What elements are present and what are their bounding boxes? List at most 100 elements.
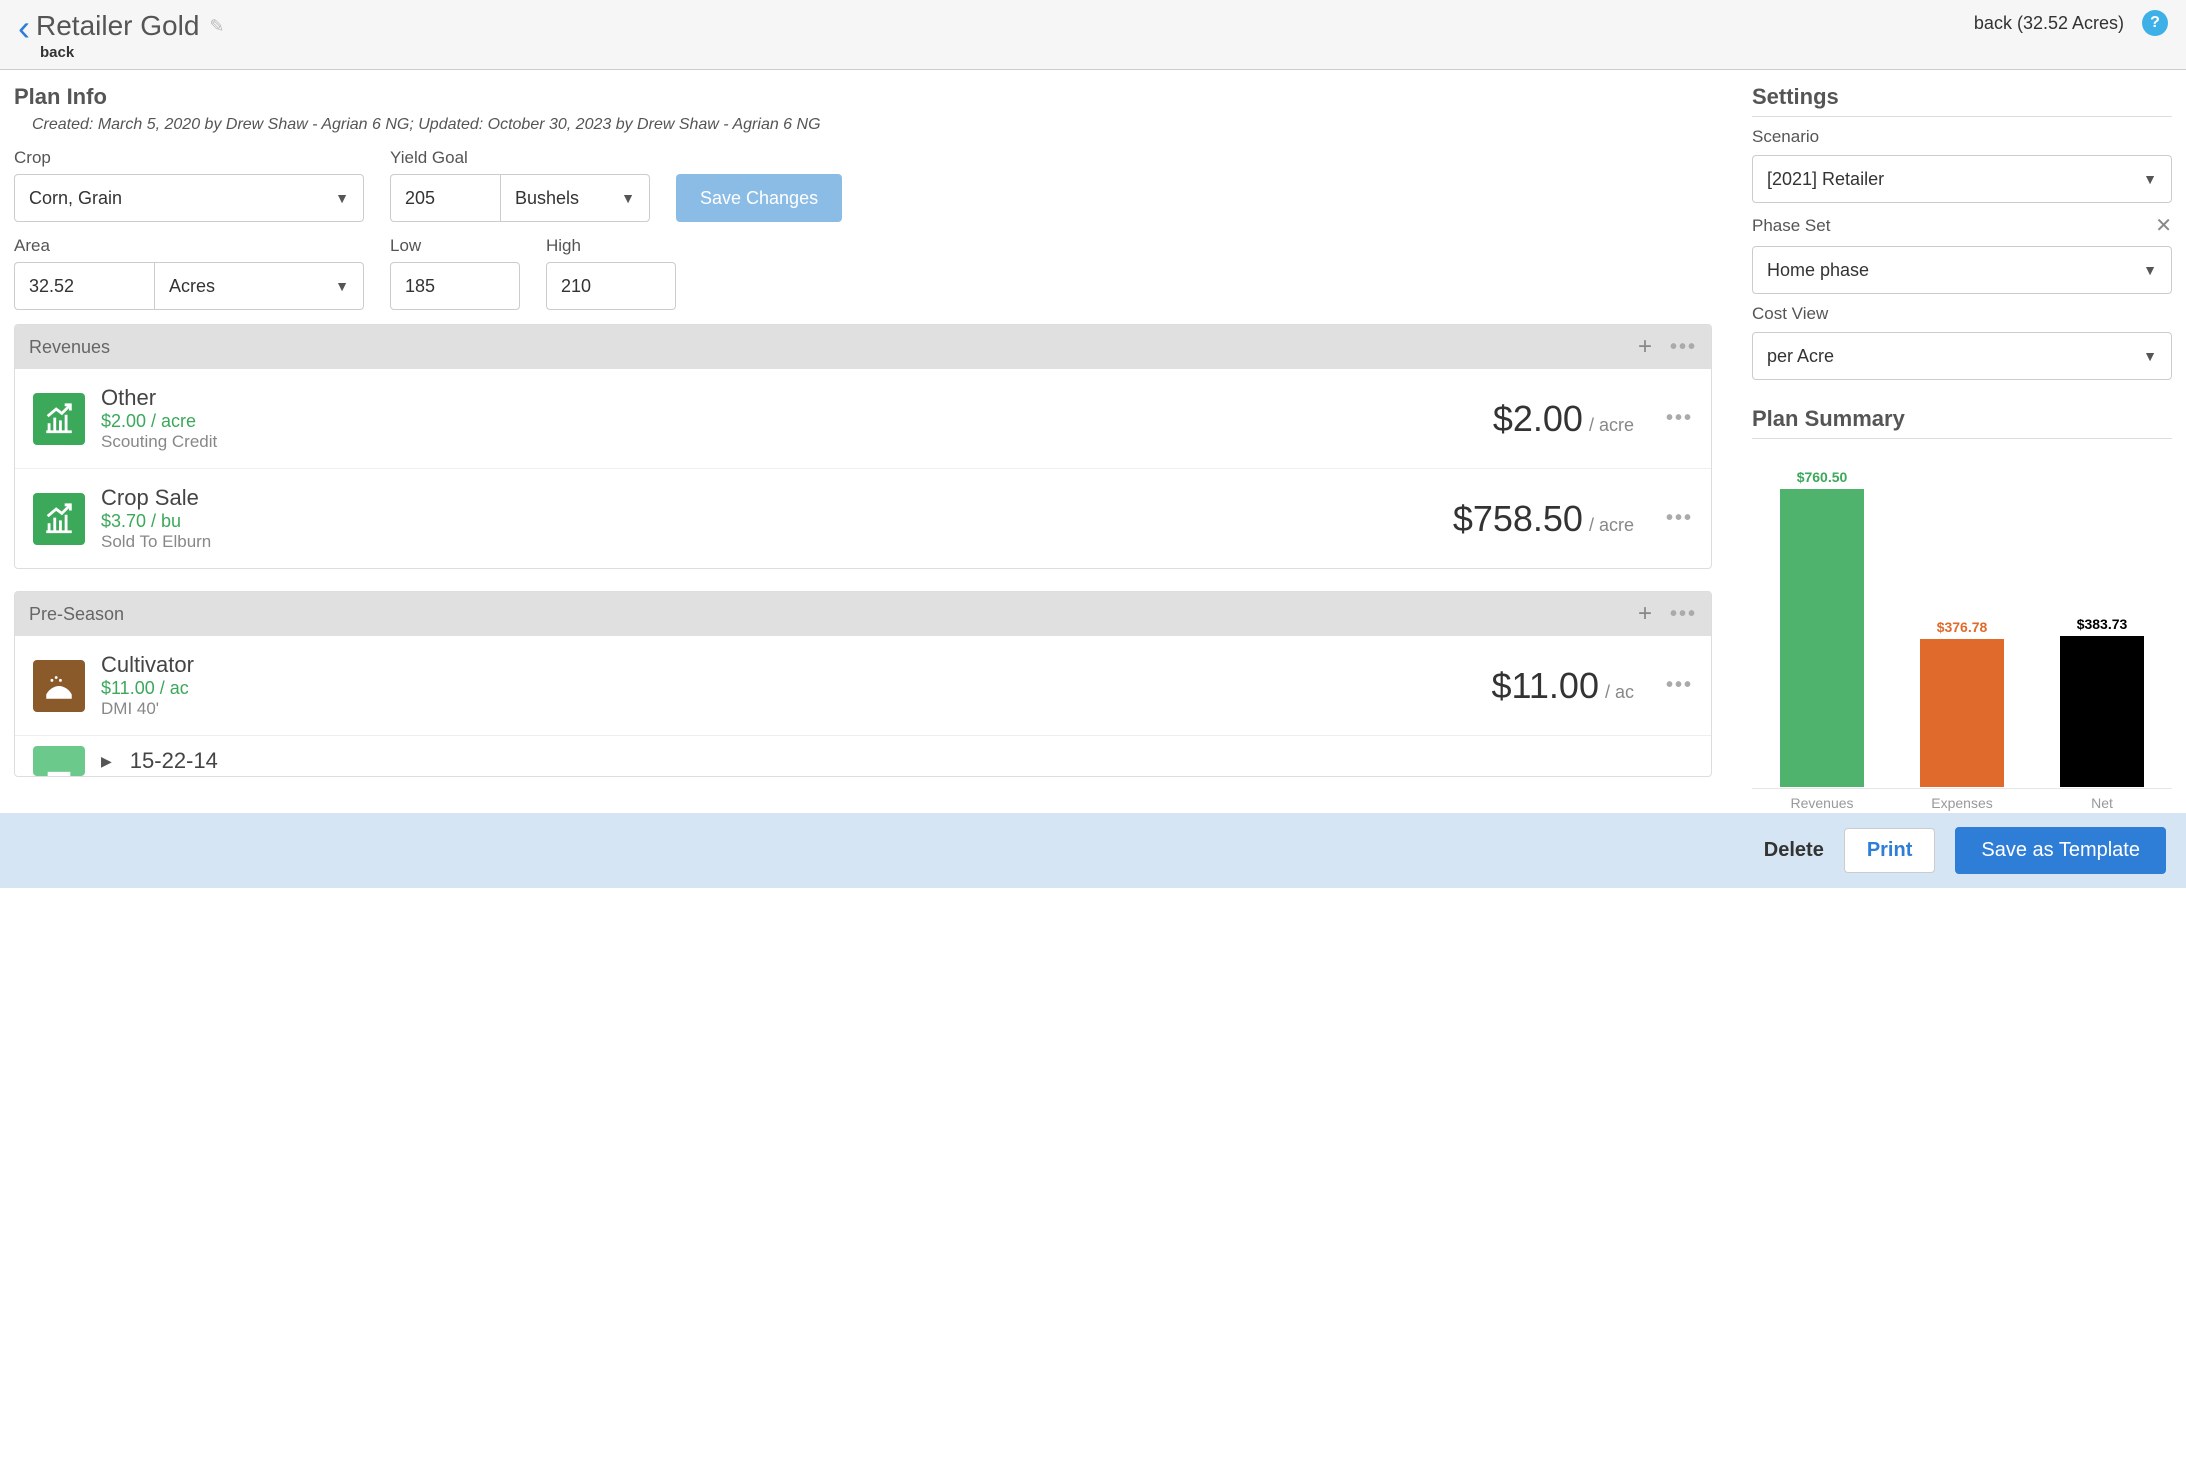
low-group: Low 185 [390,236,520,310]
cost-view-label: Cost View [1752,304,2172,324]
expand-triangle-icon[interactable]: ▶ [101,753,112,770]
crop-group: Crop Corn, Grain ▼ [14,148,364,222]
bar-x-label: Revenues [1762,795,1882,813]
plan-summary-heading: Plan Summary [1752,406,2172,432]
caret-down-icon: ▼ [2143,262,2157,278]
form-row-1: Crop Corn, Grain ▼ Yield Goal 205 Bushel… [14,148,1712,222]
add-revenue-icon[interactable] [1638,333,1652,361]
yield-goal-group: Yield Goal 205 Bushels ▼ [390,148,650,222]
scenario-label: Scenario [1752,127,2172,147]
low-input[interactable]: 185 [390,262,520,310]
preseason-title: Pre-Season [29,604,124,625]
save-changes-button[interactable]: Save Changes [676,174,842,222]
caret-down-icon: ▼ [2143,348,2157,364]
yield-goal-unit: Bushels [515,188,579,209]
header-right: back (32.52 Acres) ? [1974,10,2168,36]
edit-pencil-icon[interactable]: ✎ [209,16,224,37]
back-chevron-icon[interactable]: ‹ [18,10,30,46]
help-icon[interactable]: ? [2142,10,2168,36]
area-unit: Acres [169,276,215,297]
plan-info-heading: Plan Info [14,84,1712,110]
line-item-title: Crop Sale [101,485,1437,511]
revenues-menu-icon[interactable]: ••• [1670,336,1697,359]
caret-down-icon: ▼ [621,190,635,206]
caret-down-icon: ▼ [335,190,349,206]
bar-value-label: $383.73 [2077,616,2128,632]
preseason-list: Cultivator$11.00 / acDMI 40' $11.00/ ac ••… [15,636,1711,735]
line-item-body: Crop Sale$3.70 / buSold To Elburn [101,485,1437,552]
crop-value: Corn, Grain [29,188,122,209]
yield-goal-label: Yield Goal [390,148,650,168]
line-item-sub: DMI 40' [101,699,1476,719]
line-item-sub: Scouting Credit [101,432,1477,452]
footer-bar: Delete Print Save as Template [0,813,2186,888]
cost-view-select[interactable]: per Acre ▼ [1752,332,2172,380]
revenues-actions: ••• [1638,333,1697,361]
settings-heading: Settings [1752,84,2172,110]
yield-goal-unit-select[interactable]: Bushels ▼ [500,174,650,222]
preseason-panel: Pre-Season ••• Cultivator$11.00 / acDMI … [14,591,1712,777]
plan-summary-chart: $760.50 $376.78 $383.73 Revenues Expenses Ne… [1752,453,2172,813]
print-button[interactable]: Print [1844,828,1936,873]
area-joined: 32.52 Acres ▼ [14,262,364,310]
line-item-title: Other [101,385,1477,411]
line-item-body: Cultivator$11.00 / acDMI 40' [101,652,1476,719]
top-header: ‹ Retailer Gold ✎ back back (32.52 Acres… [0,0,2186,70]
chart-up-icon [33,393,85,445]
line-item: Cultivator$11.00 / acDMI 40' $11.00/ ac ••… [15,636,1711,735]
bar-rect [2060,636,2144,787]
chart-bar: $376.78 [1920,619,2004,787]
revenues-list: Other$2.00 / acreScouting Credit$2.00/ a… [15,369,1711,568]
yield-goal-input[interactable]: 205 [390,174,500,222]
add-preseason-icon[interactable] [1638,600,1652,628]
revenues-title: Revenues [29,337,110,358]
title-stack: Retailer Gold ✎ back [36,10,225,61]
line-item-amount: $11.00/ ac [1492,665,1634,707]
bar-x-label: Expenses [1902,795,2022,813]
cost-view-value: per Acre [1767,346,1834,367]
line-item-menu-icon[interactable]: ••• [1666,507,1693,530]
line-item-menu-icon[interactable]: ••• [1666,674,1693,697]
crop-select[interactable]: Corn, Grain ▼ [14,174,364,222]
high-input[interactable]: 210 [546,262,676,310]
line-item-body: Other$2.00 / acreScouting Credit [101,385,1477,452]
line-item-menu-icon[interactable]: ••• [1666,407,1693,430]
preseason-menu-icon[interactable]: ••• [1670,603,1697,626]
right-column: Settings Scenario [2021] Retailer ▼ Phas… [1752,84,2172,813]
phase-set-clear-icon[interactable]: ✕ [2155,213,2172,238]
phase-set-label: Phase Set ✕ [1752,213,2172,238]
area-input[interactable]: 32.52 [14,262,154,310]
save-changes-group: Save Changes [676,148,842,222]
phase-set-value: Home phase [1767,260,1869,281]
bar-x-label: Net [2042,795,2162,813]
area-group: Area 32.52 Acres ▼ [14,236,364,310]
high-label: High [546,236,676,256]
preseason-actions: ••• [1638,600,1697,628]
line-item-amount: $758.50/ acre [1453,498,1634,540]
scenario-value: [2021] Retailer [1767,169,1884,190]
high-group: High 210 [546,236,676,310]
delete-button[interactable]: Delete [1764,839,1824,862]
back-label[interactable]: back [40,44,225,61]
bar-rect [1920,639,2004,787]
bar-rect [1780,489,1864,787]
plan-meta: Created: March 5, 2020 by Drew Shaw - Ag… [32,116,1712,134]
area-unit-select[interactable]: Acres ▼ [154,262,364,310]
chart-bars: $760.50 $376.78 $383.73 [1752,453,2172,787]
revenues-panel-head: Revenues ••• [15,325,1711,369]
header-left: ‹ Retailer Gold ✎ back [18,10,225,61]
line-item-rate: $3.70 / bu [101,511,1437,532]
revenues-panel: Revenues ••• Other$2.00 / acreScouting C… [14,324,1712,569]
bar-value-label: $760.50 [1797,469,1848,485]
main-content: Plan Info Created: March 5, 2020 by Drew… [0,70,2186,813]
phase-set-select[interactable]: Home phase ▼ [1752,246,2172,294]
low-label: Low [390,236,520,256]
page-title: Retailer Gold [36,10,199,42]
soil-icon [33,660,85,712]
partial-item-title: 15-22-14 [130,748,218,774]
form-row-2: Area 32.52 Acres ▼ Low 185 Hig [14,236,1712,310]
line-item-rate: $11.00 / ac [101,678,1476,699]
chart-axis [1752,788,2172,789]
scenario-select[interactable]: [2021] Retailer ▼ [1752,155,2172,203]
save-as-template-button[interactable]: Save as Template [1955,827,2166,874]
